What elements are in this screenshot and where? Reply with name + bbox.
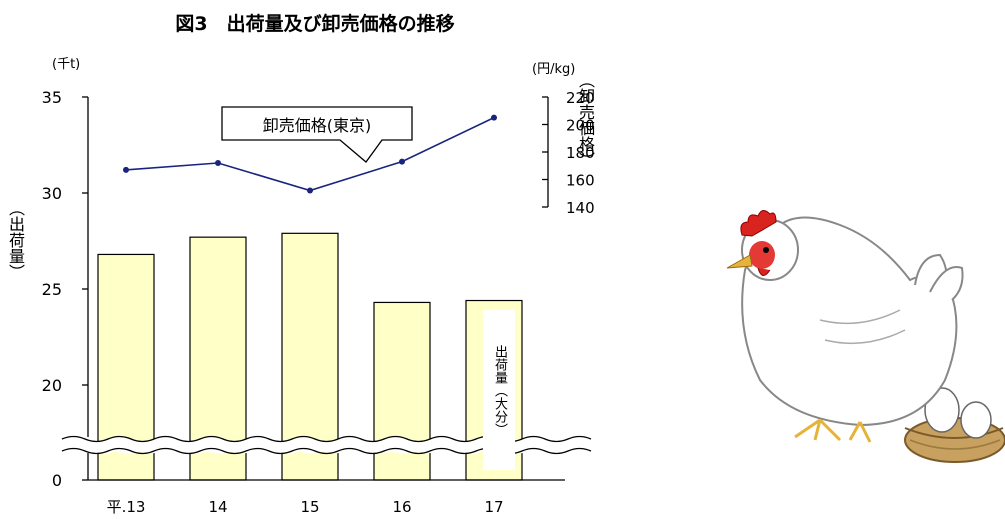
left-axis-unit: (千t) [52,57,80,72]
axis-break-band [46,436,598,454]
right-tick-label: 180 [566,144,595,162]
x-tick-label: 16 [392,498,411,516]
price-callout-label: 卸売価格(東京) [263,116,372,135]
x-tick-label: 17 [484,498,503,516]
bar-series-label: 出荷量（大分） [483,310,515,470]
x-tick-label: 15 [300,498,319,516]
price-point [399,158,405,165]
right-axis-unit: (円/kg) [532,62,575,77]
left-tick-label: 0 [52,471,62,490]
x-tick-label: 平.13 [107,498,146,516]
right-tick-label: 200 [566,117,595,135]
left-tick-label: 25 [42,280,62,299]
left-tick-label: 20 [42,376,62,395]
price-point [123,166,129,173]
price-line-layer [123,114,497,194]
price-point [215,160,221,166]
right-tick-label: 140 [566,199,595,217]
right-tick-label: 220 [566,89,595,107]
chart-title: 図3 出荷量及び卸売価格の推移 [175,12,454,35]
axes-layer: 0 20 25 30 35 平.13 14 15 16 17 140 160 180 200 220 [42,88,598,516]
price-callout: 卸売価格(東京) [221,106,413,163]
left-tick-label: 30 [42,184,62,203]
left-axis-label: （出荷量） [6,200,25,280]
hen-illustration [726,210,1005,463]
left-tick-label: 35 [42,88,62,107]
price-point [307,187,313,194]
price-point [491,114,497,121]
right-axis-label: （卸売価格） [576,72,595,168]
x-tick-label: 14 [208,498,227,516]
right-tick-label: 160 [566,172,595,190]
